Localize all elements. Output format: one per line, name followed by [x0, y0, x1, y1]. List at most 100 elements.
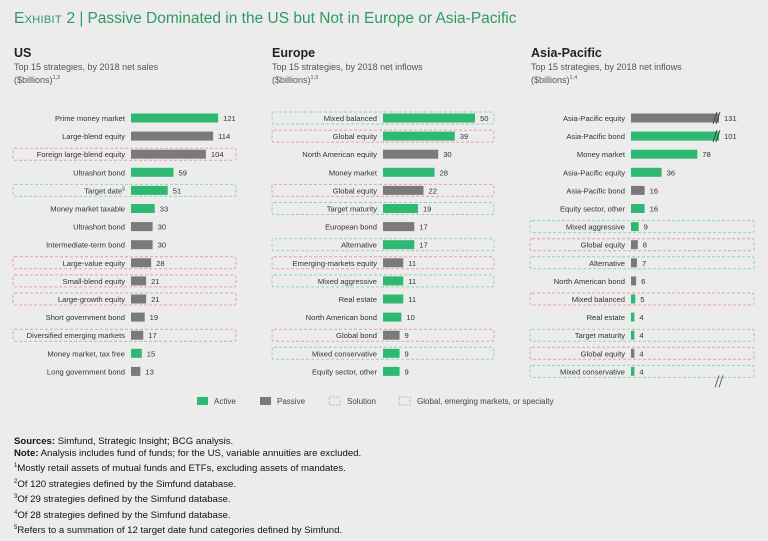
value-label: 16 — [650, 205, 658, 214]
legend-swatch-passive — [260, 397, 271, 405]
bar-active — [631, 167, 662, 177]
chart-panel-us: Prime money market 121 Large-blend equity 1… — [12, 113, 237, 376]
category-label: Large-growth equity — [58, 295, 125, 304]
bar-active — [631, 149, 698, 159]
bar-break-mark — [715, 111, 721, 125]
highlight-box-solution — [271, 346, 495, 360]
bar-passive — [383, 149, 439, 159]
bar-active — [383, 113, 475, 123]
bar-active — [131, 113, 219, 123]
bar-passive — [631, 185, 645, 195]
value-label: 17 — [419, 241, 427, 250]
footnote: 3Of 29 strategies defined by the Simfund… — [14, 494, 231, 506]
value-label: 101 — [724, 132, 737, 141]
bar-passive — [131, 222, 153, 232]
value-label: 4 — [639, 313, 643, 322]
highlight-box-solution — [529, 328, 755, 342]
category-label: Small-blend equity — [63, 277, 126, 286]
highlight-box-solution — [12, 183, 237, 197]
bar-active — [131, 204, 155, 213]
highlight-box-solution — [529, 220, 755, 234]
value-label: 104 — [211, 150, 224, 159]
bar-passive — [383, 258, 404, 268]
highlight-box-specialty — [271, 183, 495, 197]
category-label: Intermediate-term bond — [46, 241, 125, 250]
bar-passive — [131, 240, 153, 250]
legend-swatch-specialty — [398, 396, 411, 406]
bar-active — [383, 204, 418, 213]
value-label: 9 — [405, 331, 409, 340]
category-label: Global equity — [581, 349, 626, 358]
category-label: Money market taxable — [50, 205, 125, 214]
bar-passive — [631, 258, 637, 268]
category-label: North American bond — [306, 313, 377, 322]
value-label: 8 — [643, 241, 647, 250]
category-label: Money market — [577, 150, 626, 159]
value-label: 28 — [440, 168, 448, 177]
panel-title: US — [14, 46, 32, 60]
category-label: Money market — [329, 168, 378, 177]
sources-line: Sources: Simfund, Strategic Insight; BCG… — [14, 436, 234, 447]
value-label: 21 — [151, 277, 159, 286]
footnote: 5Refers to a summation of 12 target date… — [14, 524, 343, 537]
bar-passive — [631, 113, 719, 123]
sources-notes: Sources: Simfund, Strategic Insight; BCG… — [14, 436, 361, 537]
value-label: 22 — [428, 186, 436, 195]
value-label: 50 — [480, 114, 488, 123]
footnote: 2Of 120 strategies defined by the Simfun… — [14, 478, 237, 490]
value-label: 30 — [443, 150, 451, 159]
category-label: Target maturity — [575, 331, 625, 340]
legend-label-specialty: Global, emerging markets, or specialty — [417, 397, 554, 406]
category-label: Large-blend equity — [62, 132, 125, 141]
title-separator: | — [79, 10, 84, 27]
exhibit-title: Exhibit 2 | Passive Dominated in the US bu… — [14, 10, 517, 28]
category-label: Emerging-markets equity — [293, 259, 378, 268]
value-label: 6 — [641, 277, 645, 286]
category-label: North American equity — [302, 150, 377, 159]
bar-passive — [131, 330, 144, 340]
category-label: Alternative — [589, 259, 625, 268]
category-label: Target maturity — [327, 205, 377, 214]
category-label: European bond — [325, 223, 377, 232]
value-label: 30 — [158, 241, 166, 250]
bar-active — [631, 294, 636, 304]
chart-panel-europe: Mixed balanced 50 Global equity 39 North Ame… — [271, 111, 495, 376]
legend-swatch-solution — [328, 396, 341, 406]
highlight-box-specialty — [529, 238, 755, 252]
bar-active — [131, 167, 174, 177]
legend-label-passive: Passive — [277, 397, 306, 406]
category-label: Mixed balanced — [324, 114, 377, 123]
highlight-box-solution — [271, 238, 495, 252]
highlight-box-specialty — [271, 129, 495, 143]
axis-break-mark — [714, 375, 720, 388]
bar-active — [131, 185, 168, 195]
bar-active — [131, 348, 142, 358]
value-label: 28 — [156, 259, 164, 268]
highlight-box-solution — [271, 202, 495, 215]
value-label: 39 — [460, 132, 468, 141]
category-label: Foreign large-blend equity — [37, 150, 125, 159]
highlight-box-specialty — [12, 256, 237, 270]
panel-header-us: US Top 15 strategies, by 2018 net sales(… — [14, 46, 244, 86]
value-label: 17 — [148, 331, 156, 340]
legend-label-solution: Solution — [347, 397, 376, 406]
highlight-box-specialty — [12, 274, 237, 288]
highlight-box-solution — [271, 111, 495, 125]
bar-active — [631, 366, 635, 376]
category-label: Global equity — [333, 132, 378, 141]
footnote: 4Of 28 strategies defined by the Simfund… — [14, 509, 231, 521]
value-label: 36 — [667, 168, 675, 177]
value-label: 16 — [650, 186, 658, 195]
bar-passive — [383, 185, 424, 195]
value-label: 114 — [218, 132, 230, 141]
category-label: Asia-Pacific bond — [566, 186, 625, 195]
category-label: Mixed conservative — [560, 367, 625, 376]
category-label: Global bond — [336, 331, 377, 340]
panel-title: Europe — [272, 46, 316, 60]
category-label: Mixed conservative — [312, 349, 377, 358]
category-label: North American bond — [554, 277, 625, 286]
panel-subtitle: Top 15 strategies, by 2018 net inflows ($… — [272, 62, 423, 85]
legend: Active Passive Solution Global, emerging ma… — [197, 396, 554, 406]
category-label: Asia-Pacific bond — [566, 132, 625, 141]
value-label: 9 — [644, 223, 648, 232]
